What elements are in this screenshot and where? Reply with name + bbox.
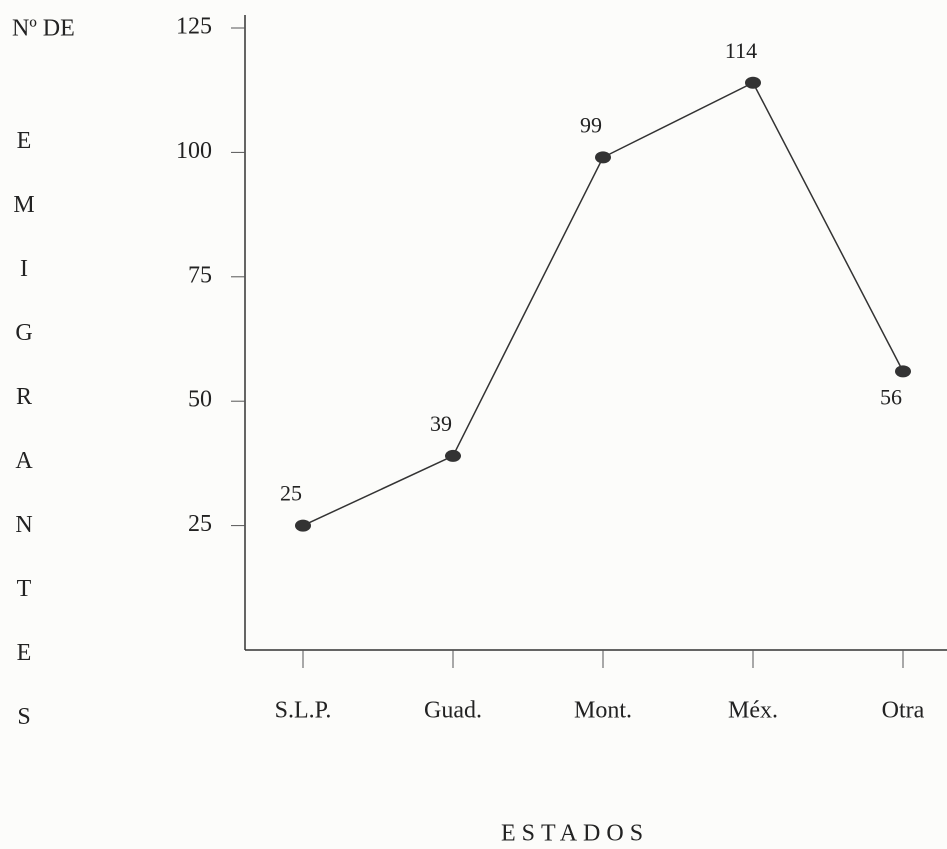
y-tick-label: 100 xyxy=(176,138,212,164)
y-label: EMIGRANTES xyxy=(11,128,37,768)
x-tick-label: Méx. xyxy=(728,698,778,724)
x-tick-label: Mont. xyxy=(574,698,632,724)
point xyxy=(895,365,911,378)
value-label: 25 xyxy=(280,481,302,506)
y-tick-label: 25 xyxy=(188,511,212,537)
y-label-top: Nº DE xyxy=(12,16,75,42)
y-tick-label: 50 xyxy=(188,387,212,413)
point xyxy=(445,449,461,462)
x-tick-label: Otra xyxy=(882,698,925,724)
value-label: 39 xyxy=(430,411,452,436)
point xyxy=(745,76,761,89)
value-label: 99 xyxy=(580,112,602,137)
value-label: 56 xyxy=(880,384,902,409)
x-tick-label: Guad. xyxy=(424,698,482,724)
y-tick-label: 125 xyxy=(176,14,212,40)
point xyxy=(295,519,311,532)
y-tick-label: 75 xyxy=(188,262,212,288)
x-tick-label: S.L.P. xyxy=(275,698,332,724)
x-label: ESTADOS xyxy=(501,821,649,847)
point xyxy=(595,151,611,164)
value-label: 114 xyxy=(725,38,757,63)
line xyxy=(302,81,904,527)
